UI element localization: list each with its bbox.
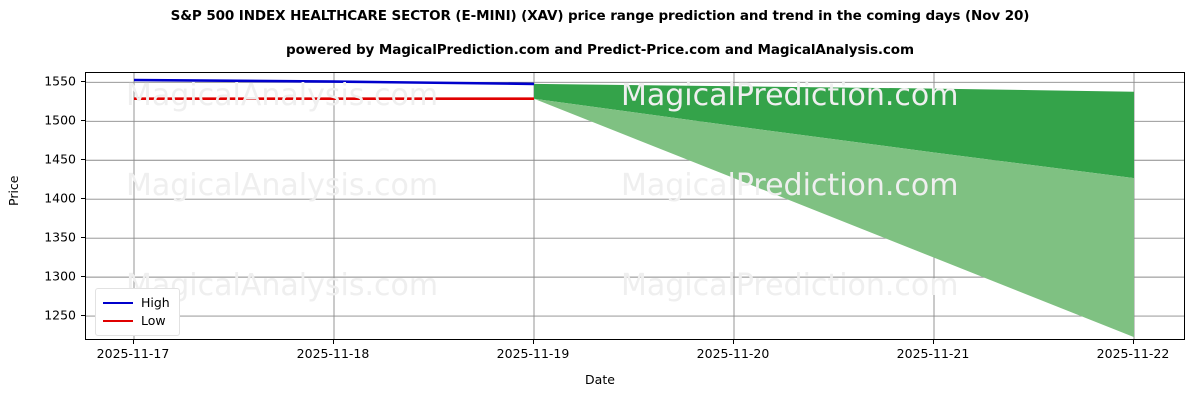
y-tick-label: 1450: [44, 151, 76, 167]
legend-label: Low: [141, 312, 166, 328]
series-line-high: [133, 78, 535, 86]
x-tick-label: 2025-11-17: [96, 346, 170, 361]
y-tick-mark: [81, 237, 85, 239]
y-tick-mark: [81, 120, 85, 122]
range-band-outer-range-band: [534, 98, 1134, 338]
x-tick-label: 2025-11-20: [696, 346, 770, 361]
x-axis-label: Date: [585, 372, 615, 387]
x-tick-label: 2025-11-18: [296, 346, 370, 361]
plot-area: MagicalAnalysis.com MagicalPrediction.com…: [85, 72, 1185, 340]
x-tick-mark: [133, 340, 134, 344]
x-tick-mark: [933, 340, 934, 344]
y-tick-label: 1500: [44, 112, 76, 128]
y-tick-label: 1550: [44, 73, 76, 89]
y-tick-mark: [81, 159, 85, 161]
y-tick-label: 1400: [44, 190, 76, 206]
chart-legend[interactable]: High Low: [95, 288, 180, 336]
x-tick-mark: [533, 340, 534, 344]
x-tick-label: 2025-11-22: [1096, 346, 1170, 361]
legend-swatch-low: [103, 320, 133, 322]
x-tick-mark: [333, 340, 334, 344]
range-band-inner-range-band: [534, 83, 1134, 179]
legend-item[interactable]: Low: [103, 312, 170, 330]
x-tick-label: 2025-11-19: [496, 346, 570, 361]
y-axis-label: Price: [6, 175, 21, 207]
legend-item[interactable]: High: [103, 294, 170, 312]
y-tick-label: 1300: [44, 268, 76, 284]
y-tick-mark: [81, 315, 85, 317]
y-tick-mark: [81, 198, 85, 200]
x-tick-mark: [1133, 340, 1134, 344]
y-tick-label: 1250: [44, 307, 76, 323]
data-series-layer: [133, 78, 1134, 338]
y-tick-label: 1350: [44, 229, 76, 245]
x-tick-mark: [733, 340, 734, 344]
legend-swatch-high: [103, 302, 133, 304]
y-tick-mark: [81, 81, 85, 83]
chart-subtitle: powered by MagicalPrediction.com and Pre…: [286, 42, 914, 58]
x-tick-label: 2025-11-21: [896, 346, 970, 361]
chart-title: S&P 500 INDEX HEALTHCARE SECTOR (E-MINI)…: [170, 8, 1030, 24]
y-tick-mark: [81, 276, 85, 278]
legend-label: High: [141, 294, 170, 310]
